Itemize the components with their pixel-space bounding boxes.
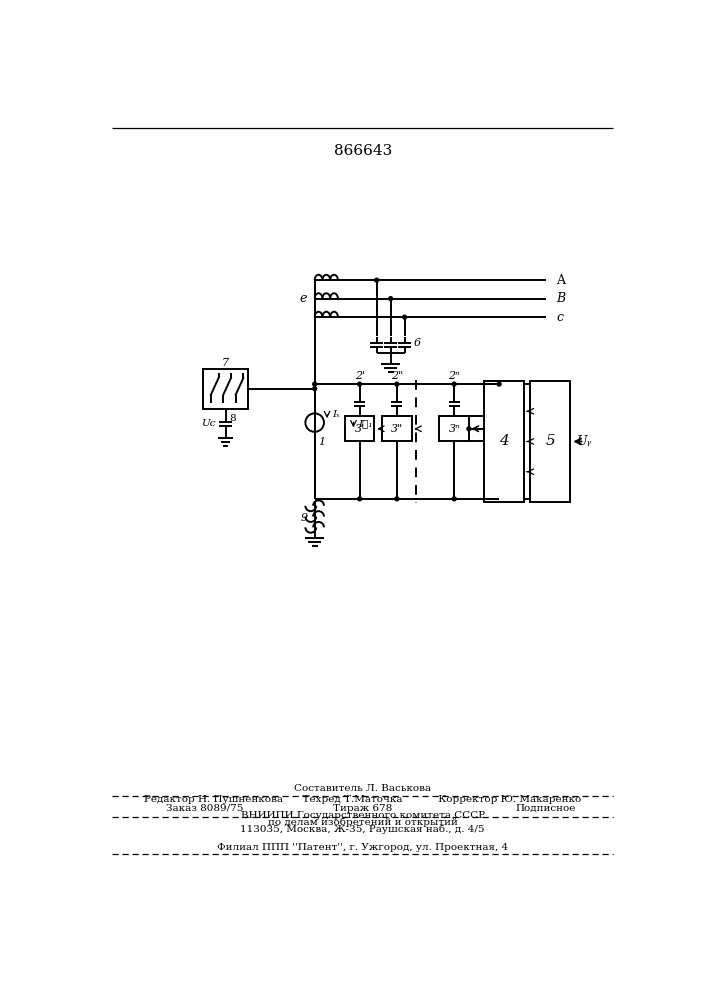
Circle shape (497, 382, 501, 386)
Text: Тираж 678: Тираж 678 (333, 804, 392, 813)
Circle shape (452, 497, 456, 501)
Circle shape (452, 382, 456, 386)
Text: Составитель Л. Васькова: Составитель Л. Васькова (294, 784, 431, 793)
Text: 2': 2' (355, 371, 365, 381)
Bar (484, 381, 524, 502)
Text: c: c (556, 311, 563, 324)
Circle shape (358, 382, 361, 386)
Text: I꜀₁: I꜀₁ (358, 420, 373, 429)
Text: 9: 9 (300, 513, 308, 523)
Circle shape (312, 382, 317, 386)
Text: ВНИИПИ Государственного комитета СССР: ВНИИПИ Государственного комитета СССР (240, 811, 485, 820)
Text: 5: 5 (545, 434, 555, 448)
Text: 1: 1 (319, 437, 326, 447)
Text: 3ⁿ: 3ⁿ (448, 424, 460, 434)
Circle shape (403, 315, 407, 319)
Text: A: A (556, 274, 566, 287)
Text: Заказ 8089/75: Заказ 8089/75 (166, 804, 243, 813)
Circle shape (395, 382, 399, 386)
Text: 113035, Москва, Ж-35, Раушская наб., д. 4/5: 113035, Москва, Ж-35, Раушская наб., д. … (240, 824, 485, 834)
Bar (382, 416, 411, 441)
Circle shape (312, 387, 317, 391)
Circle shape (389, 297, 392, 301)
Bar (440, 416, 469, 441)
Circle shape (467, 427, 471, 431)
Circle shape (375, 278, 379, 282)
Text: Iₓ: Iₓ (332, 410, 339, 419)
Text: 2": 2" (391, 371, 403, 381)
Text: 4: 4 (499, 434, 508, 448)
Text: 6: 6 (414, 338, 421, 348)
Text: 8: 8 (230, 414, 236, 423)
Bar (203, 369, 248, 409)
Text: Филиал ППП ''Патент'', г. Ужгород, ул. Проектная, 4: Филиал ППП ''Патент'', г. Ужгород, ул. П… (217, 843, 508, 852)
Text: 866643: 866643 (334, 144, 392, 158)
Text: 3": 3" (391, 424, 403, 434)
Text: 3': 3' (355, 424, 365, 434)
Text: 2ⁿ: 2ⁿ (448, 371, 460, 381)
Text: по делам изобретений и открытий: по делам изобретений и открытий (268, 817, 457, 827)
Text: e: e (300, 292, 307, 305)
Text: Подписное: Подписное (515, 804, 575, 813)
Text: Uᵧ: Uᵧ (577, 435, 592, 448)
Bar (345, 416, 374, 441)
Circle shape (358, 497, 361, 501)
Text: Uc: Uc (201, 419, 216, 428)
Bar (530, 381, 571, 502)
Circle shape (395, 497, 399, 501)
Text: B: B (556, 292, 566, 305)
Text: 7: 7 (222, 358, 229, 368)
Text: Редактор Н. Пушненкова      Техред Т.Маточка           Корректор Ю. Макаренко: Редактор Н. Пушненкова Техред Т.Маточка … (144, 795, 581, 804)
